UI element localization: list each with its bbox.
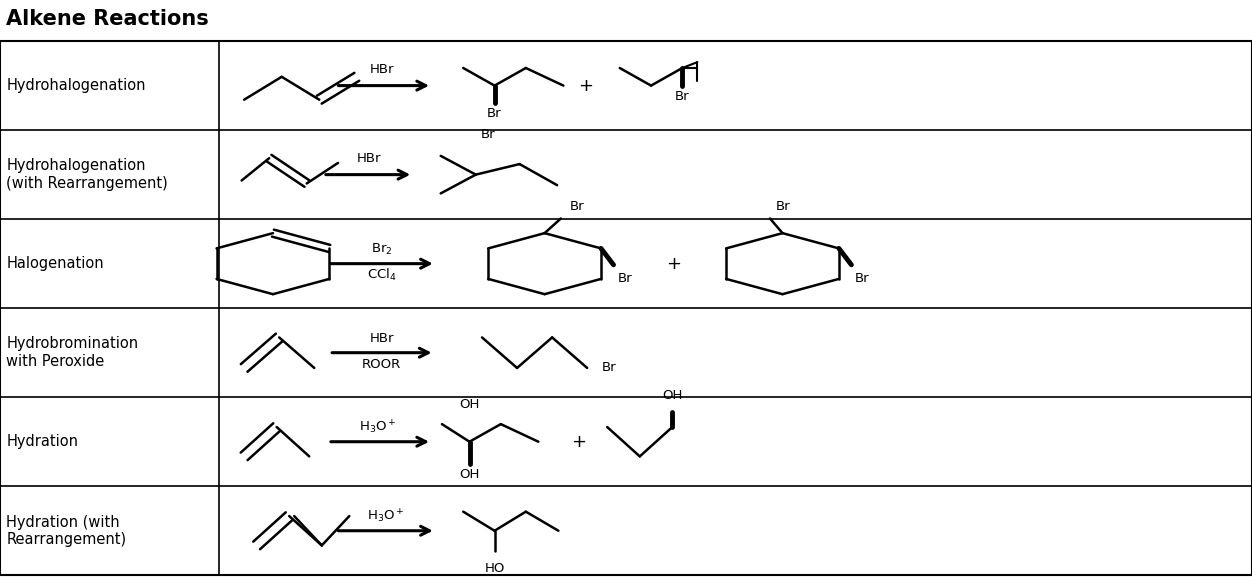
Text: Halogenation: Halogenation [6, 256, 104, 271]
Text: Br: Br [617, 272, 632, 285]
Text: +: + [571, 433, 586, 451]
Text: Hydration (with
Rearrangement): Hydration (with Rearrangement) [6, 515, 126, 547]
Text: HBr: HBr [369, 63, 394, 76]
Text: Hydrohalogenation
(with Rearrangement): Hydrohalogenation (with Rearrangement) [6, 158, 168, 191]
Text: CCl$_4$: CCl$_4$ [367, 267, 397, 284]
Text: H$_3$O$^+$: H$_3$O$^+$ [367, 507, 404, 525]
Text: Br: Br [602, 362, 617, 375]
Text: OH: OH [459, 468, 480, 481]
Text: Hydration: Hydration [6, 434, 79, 449]
Text: Br: Br [675, 90, 690, 103]
Text: HO: HO [485, 562, 505, 575]
Text: Hydrohalogenation: Hydrohalogenation [6, 78, 145, 93]
Text: OH: OH [662, 389, 682, 402]
Text: Alkene Reactions: Alkene Reactions [6, 9, 209, 29]
Text: Br: Br [481, 127, 496, 141]
Text: Br$_2$: Br$_2$ [371, 241, 393, 257]
Text: H$_3$O$^+$: H$_3$O$^+$ [359, 419, 397, 436]
Text: Br: Br [487, 107, 502, 120]
Text: HBr: HBr [369, 332, 394, 345]
Text: Br: Br [776, 200, 791, 212]
Text: Br: Br [855, 272, 870, 285]
Text: OH: OH [459, 398, 480, 411]
Text: Br: Br [570, 200, 585, 212]
Text: ROOR: ROOR [362, 358, 402, 371]
Text: +: + [666, 255, 681, 272]
Text: +: + [578, 77, 593, 95]
Text: Hydrobromination
with Peroxide: Hydrobromination with Peroxide [6, 336, 139, 369]
Text: HBr: HBr [357, 152, 382, 166]
